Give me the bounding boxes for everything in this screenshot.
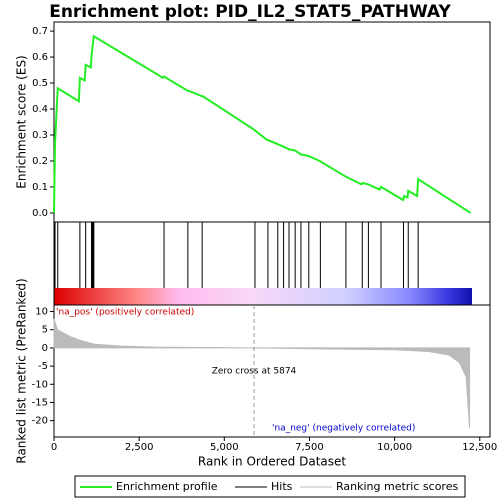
y-tick-label: 0.6 (32, 52, 48, 63)
y-tick-label: 0.0 (32, 208, 48, 219)
chart-title: Enrichment plot: PID_IL2_STAT5_PATHWAY (49, 2, 451, 22)
y2-tick-label: -15 (32, 397, 48, 408)
y-tick-label: 0.4 (32, 104, 48, 115)
y2-axis-title: Ranked list metric (PreRanked) (15, 278, 29, 463)
x-tick-label: 5,000 (210, 442, 239, 453)
pos-label: 'na_pos' (positively correlated) (56, 308, 194, 318)
x-tick-label: 0 (51, 442, 57, 453)
x-tick-label: 10,000 (377, 442, 412, 453)
y2-tick-label: 5 (42, 325, 48, 336)
y-tick-label: 0.7 (32, 26, 48, 37)
metric-area (53, 318, 471, 428)
metric-panel (53, 304, 491, 438)
y2-tick-label: 0 (42, 343, 48, 354)
y-tick-label: 0.1 (32, 182, 48, 193)
x-tick-label: 12,500 (462, 442, 497, 453)
color-bar (54, 288, 472, 305)
legend-es: Enrichment profile (116, 480, 218, 493)
legend-metric: Ranking metric scores (336, 480, 458, 493)
x-axis-title: Rank in Ordered Dataset (198, 455, 346, 469)
es-line (53, 34, 472, 214)
x-tick-label: 7,500 (295, 442, 324, 453)
y-axis-title: Enrichment score (ES) (15, 55, 29, 188)
legend-hits: Hits (271, 480, 293, 493)
y2-tick-label: -5 (38, 361, 48, 372)
y2-tick-label: 10 (35, 307, 48, 318)
y-tick-label: 0.3 (32, 130, 48, 141)
legend (74, 475, 466, 498)
y2-tick-label: -10 (32, 379, 48, 390)
y2-tick-label: -20 (32, 416, 48, 427)
y-tick-label: 0.2 (32, 156, 48, 167)
neg-label: 'na_neg' (negatively correlated) (272, 424, 415, 434)
y-tick-label: 0.5 (32, 78, 48, 89)
x-tick-label: 2,500 (125, 442, 154, 453)
